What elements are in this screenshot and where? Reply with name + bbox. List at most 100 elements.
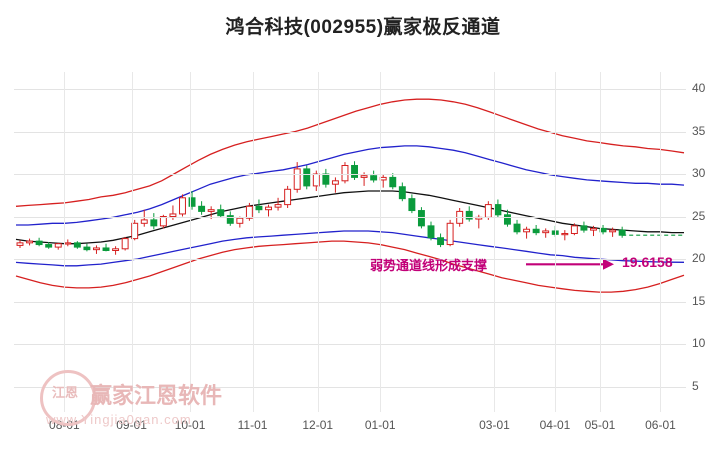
candle-body: [73, 242, 81, 248]
x-axis-tick-label: 09-01: [116, 418, 147, 432]
candle-body: [45, 244, 53, 248]
candle-body: [437, 237, 445, 246]
y-axis-tick-label: 20: [692, 251, 706, 265]
candle-body: [322, 173, 330, 185]
candle-body: [532, 228, 540, 234]
candle-body: [245, 205, 253, 219]
x-axis-tick-label: 10-01: [174, 418, 206, 432]
candle-body: [341, 165, 349, 182]
candle-body: [542, 230, 550, 234]
candle-body: [54, 243, 62, 248]
y-axis-tick-label: 35: [692, 123, 706, 138]
series-line: [15, 190, 684, 245]
grid-line-vertical: [554, 72, 556, 412]
x-axis-tick-label: 05-01: [584, 418, 616, 432]
series-line: [15, 98, 685, 207]
candle-body: [599, 227, 607, 233]
candle-body: [446, 222, 454, 246]
series-line: [15, 230, 685, 267]
candle-body: [417, 210, 425, 227]
candle-body: [484, 204, 492, 218]
candle-body: [475, 216, 483, 220]
series-line: [15, 240, 685, 293]
plot-area: [14, 72, 686, 412]
candle-body: [580, 225, 588, 231]
grid-line-vertical: [317, 72, 319, 412]
candle-body: [255, 205, 263, 211]
candle-body: [236, 217, 244, 224]
grid-line-vertical: [131, 72, 133, 412]
x-axis-tick-label: 03-01: [479, 418, 510, 432]
y-axis-tick-label: 25: [692, 208, 706, 223]
annotation-arrow-head: [603, 258, 614, 270]
x-axis-tick-label: 06-01: [645, 418, 676, 432]
candle-body: [140, 219, 148, 224]
candle-body: [427, 225, 435, 239]
candle-body: [26, 240, 34, 244]
grid-line: [14, 131, 686, 133]
watermark-brand: 赢家江恩软件: [90, 383, 223, 408]
watermark-logo-text: 江恩: [52, 385, 79, 400]
candle-body: [570, 225, 578, 235]
candle-body: [351, 165, 358, 178]
candle-body: [188, 197, 196, 207]
grid-line: [14, 216, 686, 218]
candle-body: [494, 204, 502, 216]
candle-body: [265, 206, 272, 211]
grid-line-vertical: [599, 72, 601, 412]
annotation-label: 弱势通道线形成支撑: [370, 258, 488, 274]
x-axis-tick-label: 12-01: [302, 418, 334, 432]
candle-body: [274, 204, 282, 208]
x-axis-tick-label: 04-01: [539, 418, 571, 432]
series-line: [16, 145, 685, 226]
candle-body: [112, 248, 120, 252]
grid-line-vertical: [380, 72, 382, 412]
watermark-url: www.Yingjia0gan.com: [46, 412, 192, 427]
x-axis-tick-label: 01-01: [364, 418, 396, 432]
y-axis-tick-label: 15: [692, 293, 706, 308]
candle-body: [207, 209, 215, 212]
candle-body: [408, 198, 416, 212]
candle-body: [360, 175, 368, 178]
candle-body: [303, 168, 311, 187]
candle-body: [198, 205, 206, 212]
grid-line-vertical: [660, 72, 662, 412]
watermark-logo-circle: [40, 370, 96, 426]
candle-body: [226, 215, 234, 224]
grid-line-vertical: [494, 72, 496, 412]
grid-line-vertical: [252, 72, 254, 412]
candle-body: [513, 223, 521, 233]
candle-body: [590, 227, 597, 231]
candle-body: [150, 219, 158, 227]
chart-title: 鸿合科技(002955)赢家极反通道: [225, 17, 501, 38]
grid-line: [14, 174, 686, 175]
candle-body: [64, 242, 72, 245]
y-axis-tick-label: 5: [692, 378, 699, 393]
candle-body: [83, 246, 91, 251]
candle-body: [389, 176, 397, 188]
series-layer: [15, 98, 685, 293]
candle-body: [102, 247, 110, 251]
grid-line-vertical: [190, 72, 192, 412]
x-axis-tick-label: 11-01: [237, 418, 268, 432]
candle-body: [523, 228, 531, 233]
grid-line: [14, 386, 686, 388]
candle-body: [35, 240, 43, 246]
y-axis-tick-label: 10: [692, 336, 706, 350]
y-axis-tick-label: 30: [692, 166, 706, 180]
candle-body: [331, 180, 339, 185]
grid-line: [14, 344, 686, 345]
candle-body: [370, 175, 378, 181]
grid-line: [14, 301, 686, 303]
candle-body: [121, 238, 129, 250]
grid-line: [14, 259, 686, 260]
grid-line-vertical: [64, 72, 66, 412]
candle-body: [293, 168, 301, 190]
candle-body: [93, 247, 100, 251]
candle-body: [561, 233, 569, 236]
candle-body: [503, 214, 511, 225]
candle-body: [465, 210, 473, 220]
candle-body: [169, 213, 177, 217]
grid-line: [14, 89, 686, 90]
